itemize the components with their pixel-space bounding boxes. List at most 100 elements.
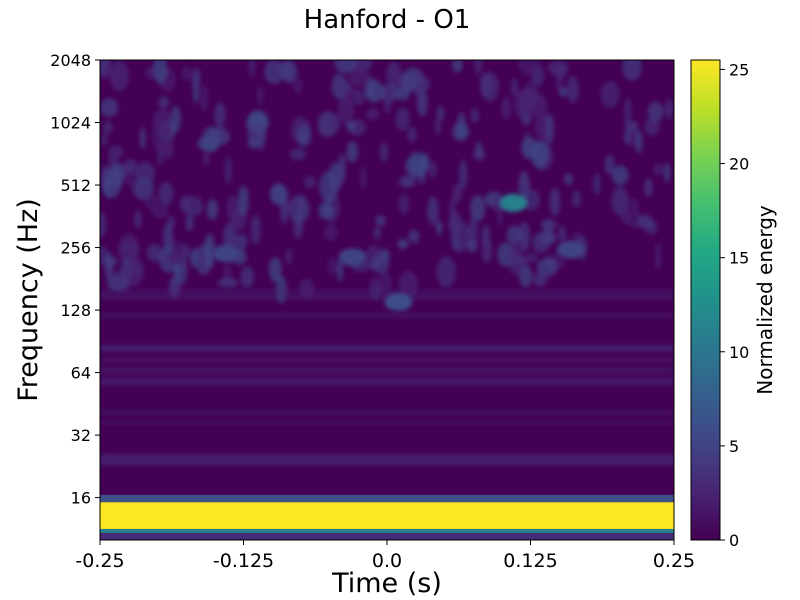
texture-blob	[146, 244, 163, 262]
colorbar-tick-label: 15	[729, 249, 749, 268]
texture-blob	[518, 60, 539, 76]
texture-streak	[100, 369, 674, 374]
hot-spot	[338, 248, 367, 267]
texture-blob	[408, 229, 420, 244]
texture-blob	[398, 73, 418, 89]
texture-blob	[399, 175, 416, 188]
texture-blob	[395, 107, 410, 131]
texture-blob	[292, 78, 303, 94]
texture-blob	[556, 71, 564, 92]
texture-blob	[119, 241, 140, 255]
texture-blob	[280, 60, 298, 84]
y-tick-label: 512	[60, 176, 91, 195]
texture-blob	[151, 204, 169, 219]
texture-blob	[436, 256, 456, 288]
texture-blob	[134, 209, 142, 229]
texture-blob	[327, 256, 338, 276]
heatmap-area	[100, 60, 674, 540]
texture-blob	[624, 97, 632, 126]
texture-blob	[100, 211, 107, 238]
texture-blob	[151, 122, 174, 152]
texture-blob	[593, 173, 601, 195]
texture-blob	[544, 112, 555, 145]
texture-streak	[100, 357, 674, 362]
texture-blob	[100, 98, 119, 118]
texture-blob	[467, 240, 478, 253]
texture-blob	[360, 166, 367, 190]
texture-blob	[452, 60, 463, 73]
texture-blob	[564, 173, 574, 185]
texture-blob	[101, 132, 108, 147]
texture-blob	[247, 119, 267, 148]
texture-blob	[132, 177, 155, 200]
y-tick-label: 16	[71, 489, 91, 508]
texture-blob	[204, 233, 215, 265]
texture-blob	[162, 223, 174, 256]
texture-blob	[427, 196, 439, 226]
texture-streak	[100, 410, 674, 415]
texture-blob	[372, 252, 390, 274]
y-tick-label: 2048	[50, 51, 91, 70]
texture-blob	[364, 79, 384, 103]
texture-streak	[100, 455, 674, 460]
texture-blob	[407, 151, 429, 179]
texture-blob	[644, 220, 658, 235]
texture-blob	[644, 178, 654, 198]
texture-blob	[428, 160, 438, 179]
texture-blob	[652, 163, 664, 176]
x-tick-label: -0.125	[213, 550, 274, 572]
texture-blob	[199, 84, 209, 112]
hot-spot	[384, 292, 413, 311]
texture-blob	[519, 264, 533, 288]
saturated-band	[100, 502, 674, 529]
texture-blob	[622, 60, 642, 81]
hot-spot	[212, 244, 241, 263]
texture-blob	[250, 214, 261, 245]
texture-blob	[507, 243, 524, 275]
texture-blob	[663, 162, 671, 183]
texture-blob	[237, 185, 249, 216]
texture-blob	[123, 255, 144, 287]
texture-blob	[548, 60, 569, 76]
texture-blob	[206, 198, 219, 221]
texture-blob	[298, 278, 315, 299]
x-tick-label: 0.25	[653, 550, 695, 572]
texture-blob	[104, 178, 112, 198]
texture-blob	[158, 96, 170, 108]
texture-blob	[397, 238, 409, 250]
texture-blob	[334, 60, 356, 74]
texture-blob	[337, 259, 344, 282]
texture-blob	[240, 266, 255, 288]
texture-blob	[181, 195, 204, 217]
texture-blob	[452, 123, 470, 141]
y-tick-label: 32	[71, 426, 91, 445]
texture-blob	[202, 151, 210, 167]
texture-blob	[521, 136, 538, 160]
texture-blob	[342, 85, 355, 97]
texture-blob	[395, 85, 411, 101]
texture-blob	[181, 66, 192, 81]
texture-blob	[217, 277, 239, 288]
texture-blob	[352, 89, 366, 106]
texture-blob	[224, 155, 233, 185]
texture-blob	[525, 252, 538, 264]
y-tick-label: 64	[71, 364, 91, 383]
texture-blob	[518, 94, 526, 119]
colorbar-tick-label: 10	[729, 343, 749, 362]
y-tick-label: 1024	[50, 114, 91, 133]
texture-blob	[323, 223, 338, 241]
heatmap-low-band	[100, 494, 674, 540]
texture-blob	[558, 225, 567, 243]
texture-blob	[248, 60, 256, 78]
texture-blob	[532, 232, 550, 254]
texture-blob	[373, 226, 381, 240]
texture-blob	[104, 252, 114, 280]
texture-blob	[288, 195, 310, 224]
texture-blob	[506, 225, 523, 245]
texture-blob	[284, 247, 293, 265]
texture-streak	[100, 381, 674, 386]
y-tick-label: 128	[60, 301, 91, 320]
texture-blob	[470, 107, 479, 123]
x-tick-label: -0.25	[75, 550, 124, 572]
texture-blob	[604, 154, 615, 175]
